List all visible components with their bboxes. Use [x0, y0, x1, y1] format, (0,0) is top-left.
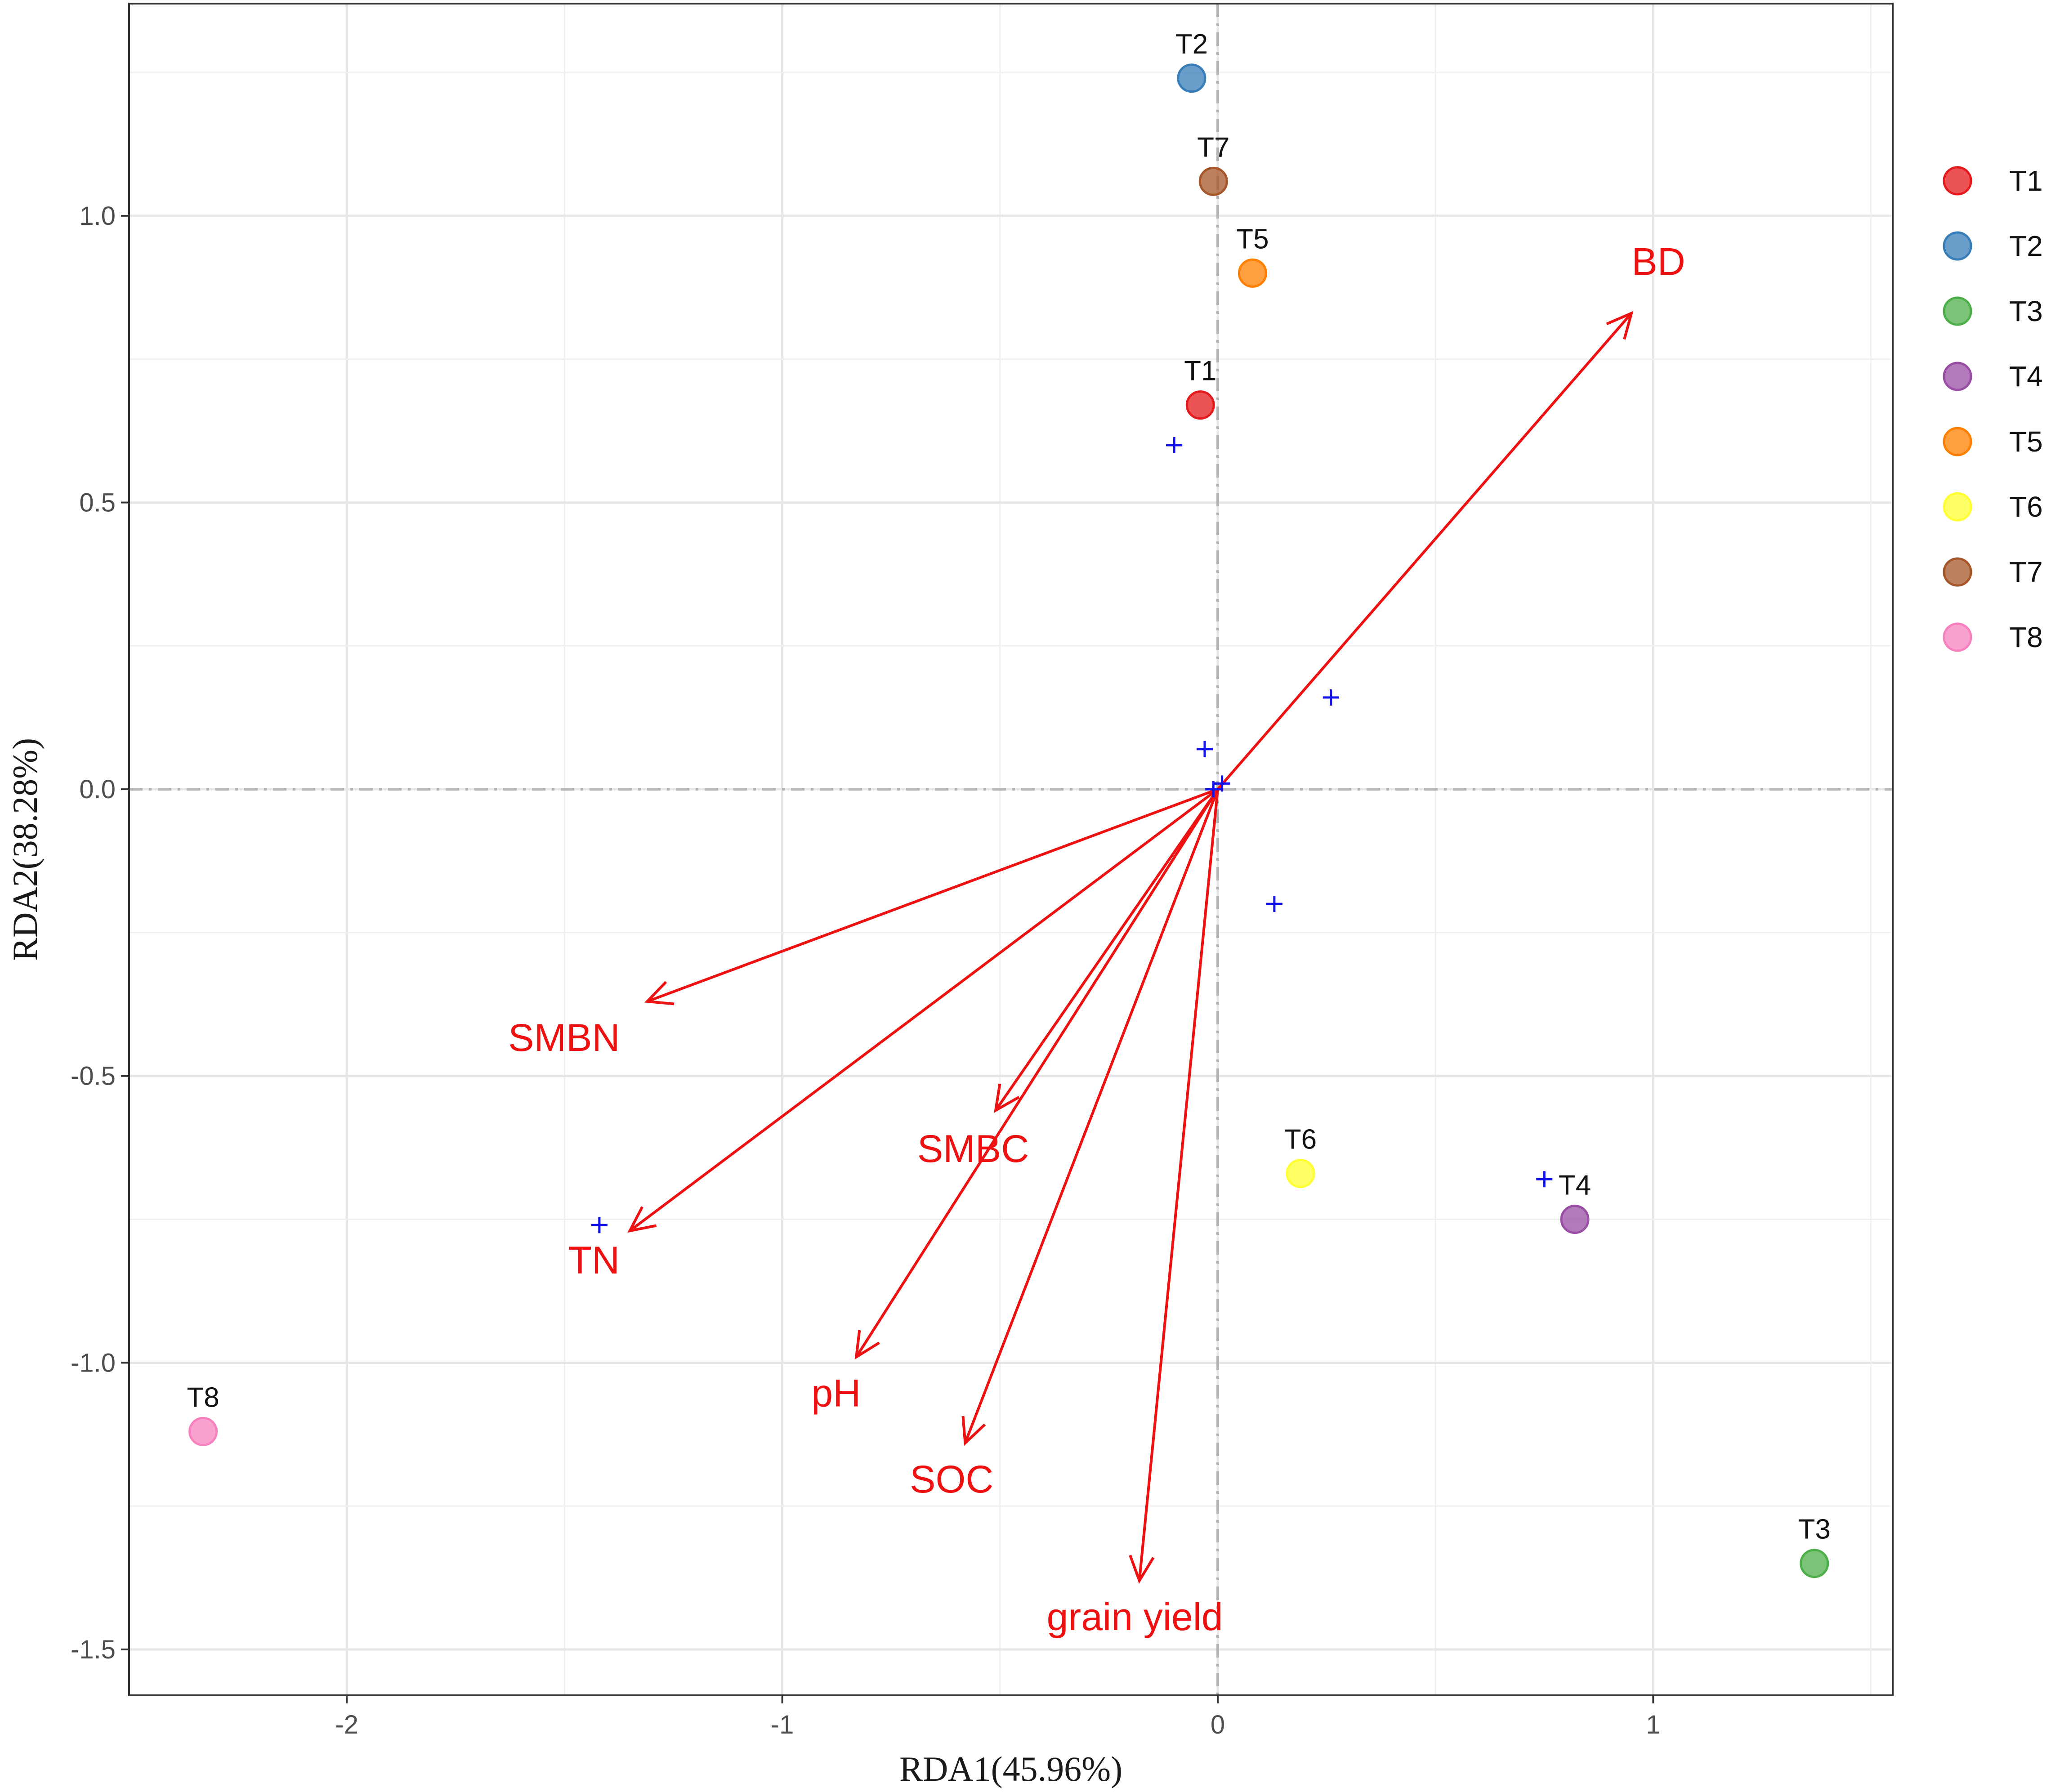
- sample-point-t6: [1286, 1159, 1315, 1189]
- vector-label-smbc: SMBC: [917, 1127, 1029, 1171]
- legend-key-t1: [1943, 166, 1972, 196]
- legend-key-t7: [1943, 557, 1972, 587]
- x-tick-label: -1: [771, 1710, 794, 1739]
- axes: -2 -1 0 1 -1.5 -1.0 -0.5 0.0 0.5 1.0: [71, 201, 1660, 1739]
- species-marker: [1166, 437, 1183, 453]
- vector-arrowhead: [854, 1330, 880, 1360]
- plot-background: [129, 4, 1893, 1695]
- y-tick-label: 1.0: [79, 201, 116, 231]
- vector-line-tn: [629, 788, 1219, 1232]
- sample-points: T1 T2 T3 T4 T5 T6 T7 T8: [187, 29, 1831, 1578]
- sample-point-t4: [1560, 1205, 1590, 1234]
- vector-line-soc: [964, 789, 1219, 1443]
- sample-point-t7: [1198, 166, 1228, 196]
- legend-label-t2: T2: [2009, 230, 2043, 262]
- species-marker: [1266, 896, 1282, 912]
- vector-label-soc: SOC: [910, 1458, 993, 1501]
- y-tick-label: 0.5: [79, 488, 116, 517]
- sample-label-t2: T2: [1175, 29, 1208, 60]
- legend-label-t6: T6: [2009, 491, 2043, 523]
- environment-vectors: BD SMBN SMBC TN pH SOC grain yield: [508, 241, 1685, 1639]
- legend: T1 T2 T3 T4 T5 T6 T7 T8: [1943, 165, 2043, 653]
- vector-arrowhead: [644, 981, 675, 1005]
- legend-label-t7: T7: [2009, 556, 2043, 588]
- legend-key-t6: [1943, 492, 1972, 522]
- species-marker: [1205, 781, 1222, 798]
- sample-label-t7: T7: [1197, 132, 1229, 163]
- vector-arrowhead: [1129, 1555, 1155, 1584]
- species-marker: [1196, 741, 1213, 757]
- sample-label-t6: T6: [1284, 1124, 1317, 1155]
- sample-point-t1: [1185, 390, 1215, 420]
- vector-arrowhead: [627, 1206, 657, 1233]
- y-tick-label: -0.5: [71, 1062, 116, 1091]
- y-tick-label: -1.0: [71, 1348, 116, 1377]
- legend-label-t5: T5: [2009, 425, 2043, 458]
- species-markers: [591, 437, 1553, 1233]
- zero-reference-lines: [129, 4, 1893, 1695]
- vector-label-smbn: SMBN: [508, 1016, 620, 1059]
- x-axis-title: RDA1(45.96%): [899, 1749, 1122, 1788]
- species-marker: [1323, 689, 1339, 706]
- sample-point-t8: [188, 1417, 218, 1446]
- y-tick-label: -1.5: [71, 1635, 116, 1664]
- x-tick-label: 0: [1211, 1710, 1225, 1739]
- vector-line-ph: [855, 788, 1219, 1358]
- vector-line-bd: [1216, 312, 1633, 791]
- y-tick-label: 0.0: [79, 775, 116, 804]
- vector-label-grain-yield: grain yield: [1047, 1595, 1223, 1639]
- sample-label-t5: T5: [1236, 223, 1269, 255]
- legend-key-t3: [1943, 296, 1972, 326]
- vector-line-smbn: [647, 788, 1219, 1003]
- species-marker: [1214, 775, 1230, 792]
- legend-label-t8: T8: [2009, 621, 2043, 653]
- sample-point-t3: [1800, 1549, 1829, 1578]
- plot-border: [128, 3, 1894, 1696]
- vector-line-smbc: [994, 788, 1219, 1111]
- legend-key-t2: [1943, 231, 1972, 261]
- species-marker: [591, 1217, 608, 1233]
- sample-label-t8: T8: [187, 1382, 219, 1413]
- legend-key-t4: [1943, 362, 1972, 391]
- vector-arrowhead: [994, 1083, 1020, 1113]
- vector-label-ph: pH: [811, 1372, 861, 1415]
- x-tick-label: -2: [335, 1710, 358, 1739]
- x-tick-label: 1: [1646, 1710, 1660, 1739]
- sample-label-t4: T4: [1559, 1170, 1591, 1201]
- vector-arrowhead: [961, 1416, 986, 1446]
- y-axis-title: RDA2(38.28%): [5, 738, 45, 961]
- legend-label-t3: T3: [2009, 295, 2043, 327]
- sample-point-t2: [1177, 63, 1206, 93]
- sample-point-t5: [1238, 258, 1267, 288]
- vector-arrowhead: [1606, 311, 1634, 340]
- legend-label-t1: T1: [2009, 165, 2043, 197]
- legend-key-t5: [1943, 427, 1972, 456]
- legend-label-t4: T4: [2009, 360, 2043, 393]
- vector-label-tn: TN: [568, 1239, 620, 1282]
- sample-label-t3: T3: [1798, 1514, 1831, 1545]
- legend-key-t8: [1943, 622, 1972, 652]
- species-marker: [1536, 1171, 1553, 1188]
- vector-line-grain-yield: [1138, 789, 1219, 1581]
- sample-label-t1: T1: [1184, 356, 1216, 387]
- vector-label-bd: BD: [1631, 241, 1685, 284]
